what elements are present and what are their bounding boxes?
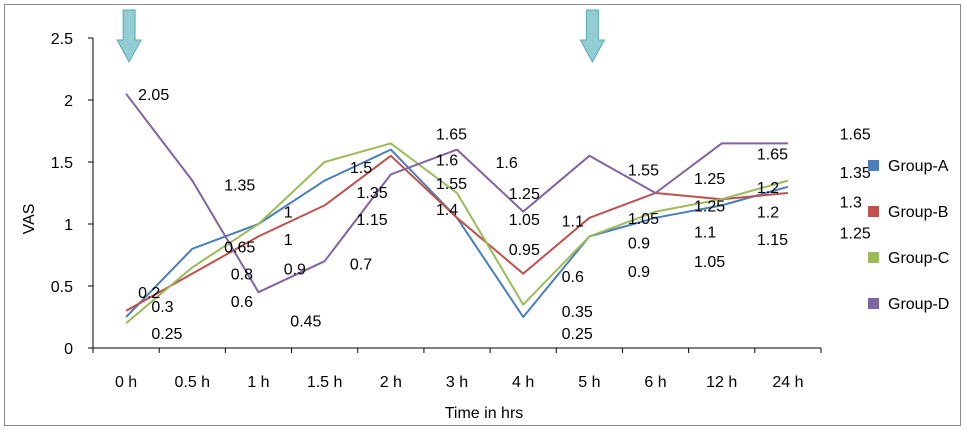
- data-label: 1.55: [628, 162, 659, 179]
- y-tick-label: 1.5: [51, 155, 73, 172]
- data-label: 0.95: [509, 242, 540, 259]
- data-label: 1.25: [694, 198, 725, 215]
- data-label: 0.25: [562, 326, 593, 343]
- data-label: 0.6: [562, 269, 584, 286]
- data-label: 1.5: [350, 160, 372, 177]
- data-label: 1.35: [356, 185, 387, 202]
- data-label: 1.25: [509, 186, 540, 203]
- data-label: 1.4: [436, 202, 458, 219]
- data-label: 1.25: [694, 171, 725, 188]
- data-label: 1.05: [509, 212, 540, 229]
- data-label: 1.25: [840, 226, 871, 243]
- data-label: 1.55: [436, 176, 467, 193]
- y-tick-label: 2: [64, 93, 73, 110]
- data-label: 0.35: [562, 304, 593, 321]
- data-label: 0.25: [151, 326, 182, 343]
- legend-swatch: [868, 298, 879, 309]
- legend: Group-A Group-B Group-C Group-D: [868, 158, 949, 313]
- data-label: 1.3: [840, 195, 862, 212]
- data-label: 1.35: [224, 177, 255, 194]
- x-tick-label: 6 h: [644, 374, 666, 391]
- series-line-group-b: [125, 154, 788, 312]
- x-tick-label: 3 h: [446, 374, 468, 391]
- data-labels: 2.05 0.20.3 0.25 1.35 0.65 0.8 0.6 1 1 0.9 0.45 1.5…: [138, 87, 871, 343]
- y-tick-label: 0.5: [51, 279, 73, 296]
- data-label: 0.9: [284, 262, 306, 279]
- y-tick-label: 1: [64, 217, 73, 234]
- data-label: 1: [284, 205, 293, 222]
- data-label: 0.9: [628, 236, 650, 253]
- y-tick-label: 0: [64, 341, 73, 358]
- x-axis-title: Time in hrs: [445, 405, 524, 422]
- data-label: 1.2: [757, 205, 779, 222]
- x-tick-label: 4 h: [512, 374, 534, 391]
- legend-label: Group-B: [888, 204, 948, 221]
- data-label: 1.35: [840, 165, 871, 182]
- data-label: 0.6: [231, 294, 253, 311]
- data-label: 1.6: [495, 155, 517, 172]
- data-label: 0.65: [224, 239, 255, 256]
- x-tick-label: 12 h: [706, 374, 737, 391]
- legend-swatch: [868, 160, 879, 171]
- data-label: 0.3: [151, 299, 173, 316]
- y-tick-label: 2.5: [51, 31, 73, 48]
- x-tick-label: 1.5 h: [307, 374, 343, 391]
- x-tick-label: 5 h: [578, 374, 600, 391]
- legend-label: Group-D: [888, 296, 949, 313]
- y-axis-title: VAS: [21, 204, 38, 235]
- data-label: 1.05: [628, 211, 659, 228]
- x-tick-label: 1 h: [247, 374, 269, 391]
- chart-frame: [4, 4, 961, 426]
- down-arrow-icon: [116, 9, 142, 64]
- data-label: 1: [284, 232, 293, 249]
- data-label: 1.65: [757, 146, 788, 163]
- x-tick-label: 24 h: [772, 374, 803, 391]
- x-tick-label: 0 h: [115, 374, 137, 391]
- x-tick-label: 0.5 h: [174, 374, 210, 391]
- data-label: 0.9: [628, 264, 650, 281]
- data-label: 0.45: [290, 314, 321, 331]
- data-label: 1.15: [356, 212, 387, 229]
- data-label: 1.1: [562, 213, 584, 230]
- data-label: 0.8: [231, 267, 253, 284]
- data-label: 2.05: [138, 87, 169, 104]
- annotations: [116, 9, 606, 64]
- series-line-group-a: [125, 148, 789, 318]
- legend-swatch: [868, 252, 879, 263]
- data-label: 0.7: [350, 257, 372, 274]
- legend-swatch: [868, 206, 879, 217]
- data-label: 1.2: [757, 180, 779, 197]
- data-label: 1.1: [694, 224, 716, 241]
- series-line-group-d: [125, 93, 788, 294]
- y-axis: 0 0.5 1 1.5 2 2.5: [51, 31, 94, 358]
- data-label: 1.65: [436, 126, 467, 143]
- x-tick-label: 2 h: [380, 374, 402, 391]
- legend-label: Group-C: [888, 250, 949, 267]
- data-label: 1.6: [436, 153, 458, 170]
- data-label: 1.65: [840, 126, 871, 143]
- down-arrow-icon: [579, 9, 606, 64]
- data-label: 1.05: [694, 254, 725, 271]
- legend-label: Group-A: [888, 158, 949, 175]
- data-label: 0.2: [138, 285, 160, 302]
- series-line-group-c: [125, 142, 789, 324]
- series-lines: [125, 93, 789, 324]
- x-axis: 0 h 0.5 h 1 h 1.5 h 2 h 3 h 4 h 5 h 6 h 12 h 24 h: [92, 347, 822, 391]
- data-label: 1.15: [757, 232, 788, 249]
